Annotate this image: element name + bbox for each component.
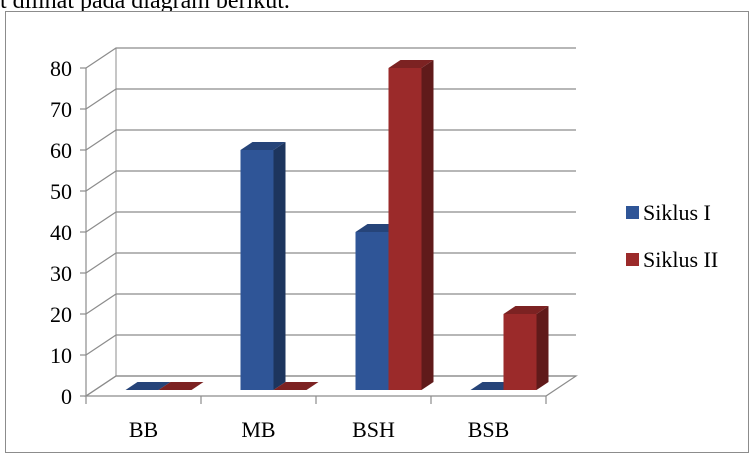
axes <box>80 67 578 404</box>
legend-label: Siklus II <box>643 247 718 272</box>
bar-siklus-ii-bsh <box>388 60 434 390</box>
bar-siklus-ii-bsb <box>503 306 549 390</box>
gridline <box>85 252 576 274</box>
legend-label: Siklus I <box>643 200 711 225</box>
legend-swatch <box>626 206 639 219</box>
gridline <box>85 47 576 69</box>
gridline <box>85 88 576 110</box>
bars <box>125 60 549 390</box>
bar-siklus-i-bb <box>125 382 171 390</box>
gridline <box>85 293 576 315</box>
gridline <box>85 170 576 192</box>
y-tick-labels: 0 10 20 30 40 50 60 70 80 <box>50 56 72 409</box>
y-tick-label: 0 <box>61 384 72 409</box>
bar-siklus-ii-bb <box>158 382 204 390</box>
x-tick-label: BB <box>129 417 158 442</box>
x-tick-label: MB <box>241 417 275 442</box>
gridline <box>85 129 576 151</box>
bar-siklus-i-mb <box>240 142 286 390</box>
y-tick-label: 70 <box>50 97 72 122</box>
y-tick-label: 50 <box>50 179 72 204</box>
chart-floor <box>84 375 578 397</box>
bar-siklus-ii-mb <box>273 382 319 390</box>
caption-text: t dilihat pada diagram berikut. <box>0 0 290 14</box>
legend-item: Siklus I <box>626 200 711 225</box>
gridlines <box>85 47 576 397</box>
x-tick-label: BSH <box>352 417 395 442</box>
gridline <box>85 334 576 356</box>
y-tick-label: 80 <box>50 56 72 81</box>
y-tick-label: 10 <box>50 343 72 368</box>
y-tick-label: 60 <box>50 138 72 163</box>
x-tick-labels: BB MB BSH BSB <box>129 417 509 442</box>
legend-swatch <box>626 253 639 266</box>
gridline <box>85 211 576 233</box>
legend-item: Siklus II <box>626 247 718 272</box>
x-tick-label: BSB <box>468 417 510 442</box>
y-tick-label: 20 <box>50 302 72 327</box>
y-tick-label: 40 <box>50 220 72 245</box>
y-tick-label: 30 <box>50 261 72 286</box>
legend: Siklus I Siklus II <box>626 200 718 272</box>
